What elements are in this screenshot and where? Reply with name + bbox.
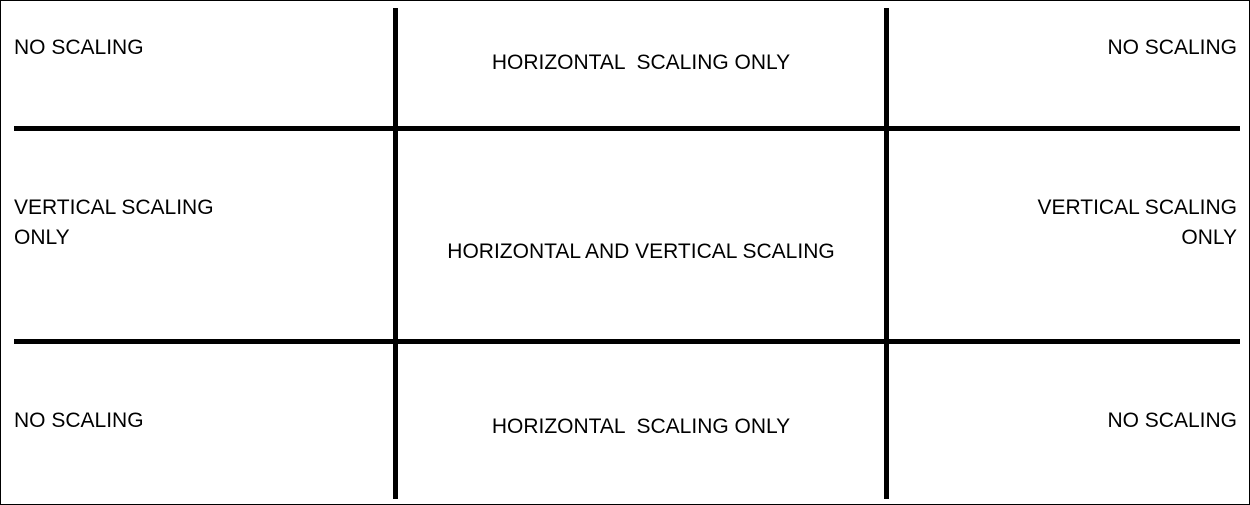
- middle-left-region-label: VERTICAL SCALING ONLY: [14, 196, 214, 249]
- left-vertical-divider: [393, 8, 398, 499]
- top-horizontal-divider: [14, 126, 1240, 131]
- middle-center-region-label: HORIZONTAL AND VERTICAL SCALING: [447, 240, 835, 263]
- bottom-left-region-label: NO SCALING: [14, 409, 144, 432]
- middle-right-region-label: VERTICAL SCALING ONLY: [1037, 196, 1237, 249]
- top-center-region-label: HORIZONTAL SCALING ONLY: [491, 51, 791, 74]
- top-right-region-label: NO SCALING: [1107, 36, 1237, 59]
- right-vertical-divider: [884, 8, 889, 499]
- top-left-region-label: NO SCALING: [14, 36, 144, 59]
- bottom-center-region-label: HORIZONTAL SCALING ONLY: [491, 415, 791, 438]
- bottom-right-region-label: NO SCALING: [1107, 409, 1237, 432]
- bottom-horizontal-divider: [14, 339, 1240, 344]
